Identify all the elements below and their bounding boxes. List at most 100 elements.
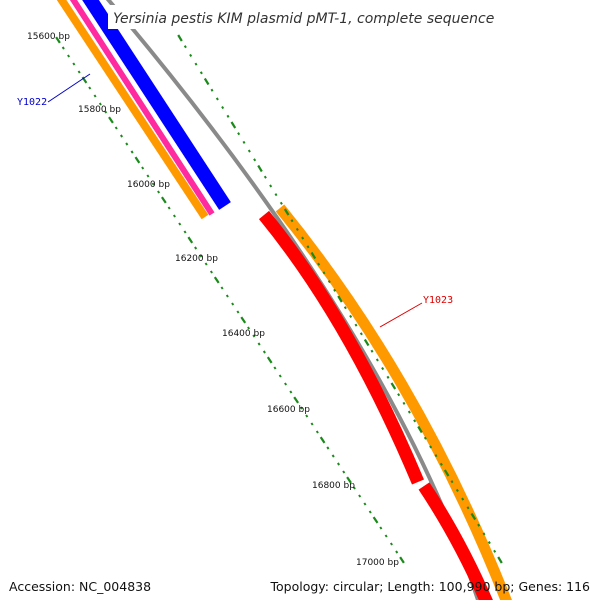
bp-tick <box>310 251 317 260</box>
bp-tick <box>284 382 288 386</box>
bp-tick <box>379 526 383 530</box>
topology-summary: Topology: circular; Length: 100,990 bp; … <box>270 579 591 594</box>
bp-tick <box>337 295 343 303</box>
bp-label-16000: 16000 bp <box>127 180 170 190</box>
bp-label-16600: 16600 bp <box>267 405 310 415</box>
bp-tick <box>183 230 187 234</box>
bp-tick <box>386 375 390 379</box>
bp-tick <box>104 110 108 114</box>
bp-tick <box>151 182 155 186</box>
bp-tick <box>461 497 465 501</box>
bp-tick <box>230 121 237 129</box>
bp-tick <box>310 422 314 426</box>
bp-tick <box>295 227 299 231</box>
bp-tick <box>399 556 405 564</box>
bp-tick <box>134 156 141 164</box>
bp-tick <box>470 512 477 521</box>
bp-tick <box>343 306 347 310</box>
bp-tick <box>172 214 176 218</box>
bp-tick <box>289 390 293 394</box>
bp-tick <box>429 445 433 449</box>
bp-tick <box>72 62 76 66</box>
bp-tick <box>220 286 224 290</box>
leader-line-y1023 <box>379 302 423 328</box>
gene-label-y1022[interactable]: Y1022 <box>17 73 91 108</box>
blue-cds-feature <box>82 0 231 210</box>
bp-tick <box>269 184 273 188</box>
gene-label-y1023[interactable]: Y1023 <box>379 295 453 328</box>
feature-group-y1023 <box>258 204 512 600</box>
bp-tick <box>125 142 129 146</box>
bp-tick <box>257 342 261 346</box>
bp-tick <box>375 358 379 362</box>
bp-tick <box>390 382 397 390</box>
bp-tick <box>253 158 257 162</box>
orange-gene-feature <box>275 204 512 600</box>
map-title: Yersinia pestis KIM plasmid pMT-1, compl… <box>113 11 494 27</box>
bp-tick <box>204 262 208 266</box>
bp-tick <box>482 532 486 536</box>
bp-tick <box>413 419 417 423</box>
bp-tick <box>55 36 61 44</box>
feature-group-y1022 <box>56 0 231 220</box>
bp-tick <box>487 541 491 545</box>
bp-tick <box>146 174 150 178</box>
bp-tick <box>278 374 282 378</box>
bp-tick <box>187 236 194 244</box>
magenta-feature <box>69 0 215 216</box>
bp-tick <box>354 323 358 327</box>
bp-tick <box>199 254 203 258</box>
bp-tick <box>77 70 81 74</box>
bp-tick <box>342 470 346 474</box>
bp-tick <box>189 53 193 57</box>
bp-tick <box>88 86 92 90</box>
title-background <box>108 5 500 29</box>
bp-tick <box>177 34 183 42</box>
bp-tick <box>363 502 367 506</box>
bp-tick <box>93 94 97 98</box>
bp-tick <box>141 166 145 170</box>
bp-label-16200: 16200 bp <box>175 254 218 264</box>
bp-tick <box>237 132 241 136</box>
bp-tick <box>257 164 263 173</box>
bp-labels: 15600 bp 15800 bp 16000 bp 16200 bp 1640… <box>27 32 399 568</box>
bp-tick <box>157 190 161 194</box>
bp-tick <box>231 302 235 306</box>
gene-name-y1022: Y1022 <box>17 97 47 108</box>
bp-tick <box>273 366 277 370</box>
bp-tick <box>466 506 470 510</box>
bp-tick <box>363 338 370 347</box>
bp-tick <box>407 410 411 414</box>
bp-tick <box>346 476 352 484</box>
bp-label-15600: 15600 bp <box>27 32 70 42</box>
bp-tick <box>315 430 319 434</box>
bp-tick <box>247 326 251 330</box>
bp-tick <box>317 262 321 266</box>
bp-tick <box>236 310 240 314</box>
bp-label-17000: 17000 bp <box>356 558 399 568</box>
bp-tick <box>319 436 326 444</box>
bp-tick <box>194 62 198 66</box>
bp-tick <box>119 134 124 138</box>
bp-label-16800: 16800 bp <box>312 481 355 491</box>
bp-tick <box>443 469 450 477</box>
bp-tick <box>215 97 219 101</box>
red-cds-feature-continued <box>418 482 493 600</box>
bp-tick <box>305 414 309 418</box>
bp-tick <box>434 454 438 458</box>
bp-tick <box>397 393 401 397</box>
bp-tick <box>221 106 225 110</box>
bp-tick <box>178 222 182 226</box>
bp-tick <box>160 196 167 204</box>
bp-tick <box>336 462 341 466</box>
bp-tick <box>301 236 305 240</box>
bp-tick <box>322 271 326 275</box>
bp-tick <box>108 116 114 124</box>
bp-label-15800: 15800 bp <box>78 105 121 115</box>
gene-name-y1023: Y1023 <box>423 295 453 306</box>
bp-tick <box>274 193 278 197</box>
bp-tick <box>326 446 330 450</box>
bp-tick <box>210 88 214 92</box>
bp-tick <box>226 114 230 118</box>
bp-tick <box>199 71 203 75</box>
